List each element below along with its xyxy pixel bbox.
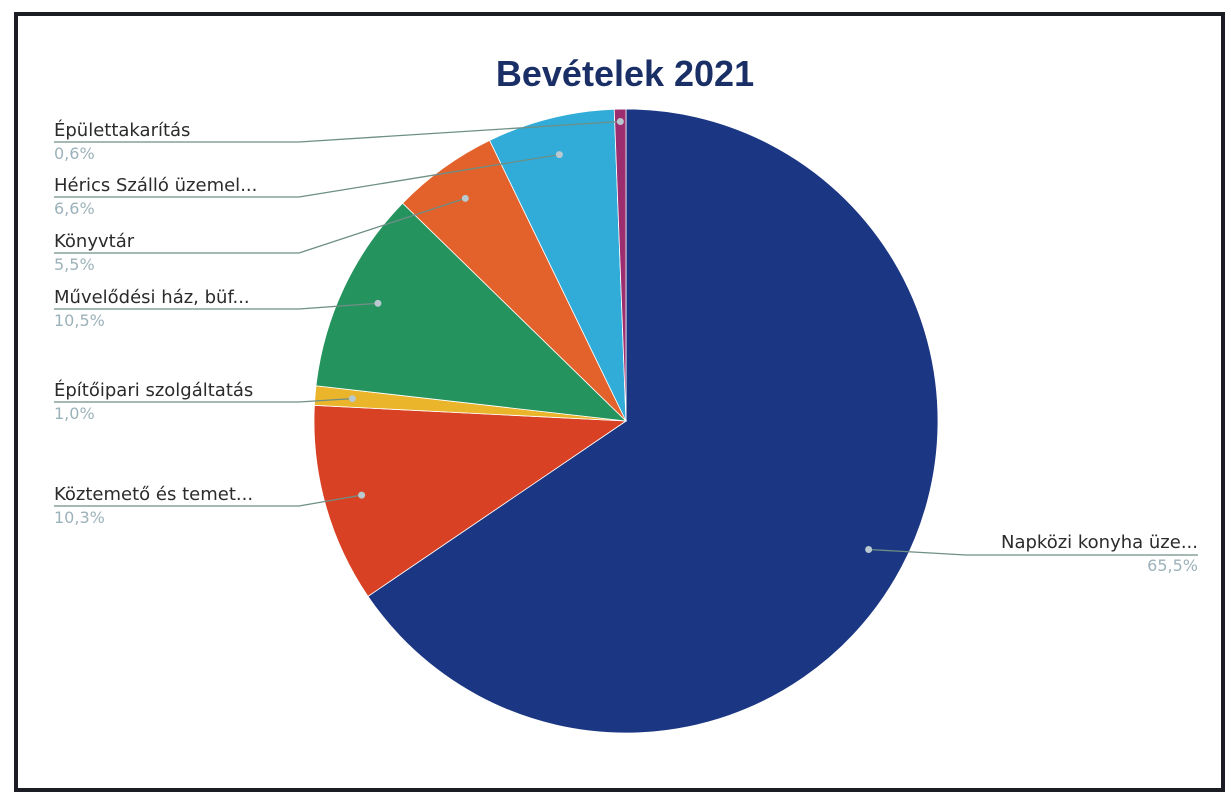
slice-label: Építőipari szolgáltatás (54, 379, 253, 401)
slice-value: 1,0% (54, 404, 95, 423)
leader-dot (616, 118, 624, 126)
slice-label: Hérics Szálló üzemel... (54, 175, 257, 196)
pie-slice (367, 108, 939, 734)
pie-slice (315, 202, 628, 422)
slice-label: Művelődési ház, büf... (54, 287, 250, 308)
slice-value: 6,6% (54, 199, 95, 218)
slice-value: 5,5% (54, 255, 95, 274)
slice-value: 65,5% (1147, 556, 1198, 575)
slice-label: Köztemető és temet... (54, 484, 253, 505)
leader-line (298, 397, 353, 403)
leader-dot (555, 151, 563, 159)
leader-dot (865, 545, 873, 553)
slice-label: Épülettakarítás (54, 119, 190, 141)
leader-line (298, 154, 560, 198)
pie-chart: Bevételek 2021 Napközi konyha üze... 65,5… (54, 53, 1198, 734)
pie-slice (313, 404, 628, 597)
slice-label: Könyvtár (54, 231, 135, 252)
slice-label: Napközi konyha üze... (1001, 532, 1198, 553)
leader-dot (348, 395, 356, 403)
leader-line (298, 120, 621, 143)
slice-value: 10,5% (54, 311, 105, 330)
leader-line (868, 548, 967, 556)
leader-line (298, 197, 466, 254)
pie-slices (313, 108, 939, 734)
leader-dot (358, 491, 366, 499)
pie-slice (613, 108, 627, 422)
leader-line (298, 302, 378, 310)
pie-slice (489, 108, 627, 422)
slice-labels: Napközi konyha üze... 65,5% Köztemető és t… (54, 118, 1198, 575)
slice-value: 10,3% (54, 508, 105, 527)
leader-dot (461, 194, 469, 202)
chart-title: Bevételek 2021 (496, 53, 754, 94)
leader-dot (374, 299, 382, 307)
leader-line (298, 494, 362, 507)
slice-value: 0,6% (54, 144, 95, 163)
